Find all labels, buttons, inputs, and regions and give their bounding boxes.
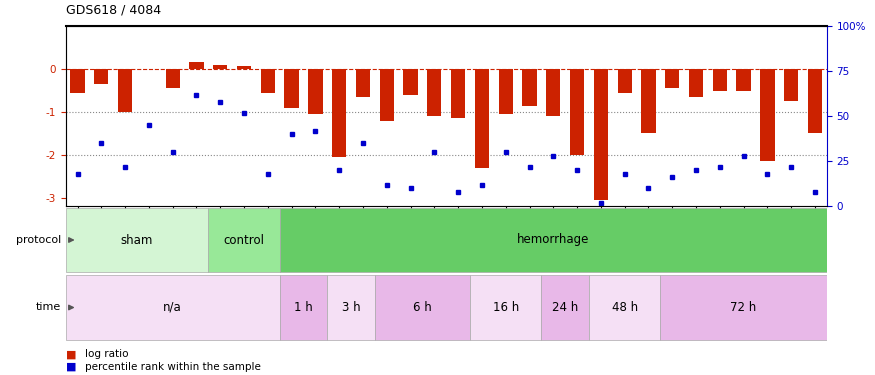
Bar [189, 62, 204, 69]
Bar [760, 69, 774, 161]
Bar [66, 275, 280, 340]
Text: sham: sham [121, 234, 153, 246]
Bar [546, 69, 561, 116]
Text: 72 h: 72 h [731, 301, 757, 314]
Bar [713, 69, 727, 90]
Text: percentile rank within the sample: percentile rank within the sample [85, 362, 261, 372]
Text: 48 h: 48 h [612, 301, 638, 314]
Text: ■: ■ [66, 362, 76, 372]
Bar [594, 69, 608, 200]
Text: log ratio: log ratio [85, 350, 129, 359]
Bar [280, 275, 327, 340]
Text: hemorrhage: hemorrhage [517, 234, 590, 246]
Text: ■: ■ [66, 350, 76, 359]
Bar [332, 69, 346, 157]
Text: 16 h: 16 h [493, 301, 519, 314]
Bar [661, 275, 827, 340]
Text: GDS618 / 4084: GDS618 / 4084 [66, 4, 161, 17]
Bar [470, 275, 542, 340]
Bar [165, 69, 180, 88]
Bar [118, 69, 132, 112]
Text: n/a: n/a [164, 301, 182, 314]
Bar [475, 69, 489, 168]
Bar [737, 69, 751, 90]
Bar [280, 208, 827, 272]
Bar [94, 69, 108, 84]
Bar [784, 69, 798, 101]
Bar [427, 69, 442, 116]
Bar [618, 69, 632, 93]
Bar [70, 69, 85, 93]
Bar [327, 275, 374, 340]
Bar [214, 65, 228, 69]
Bar [808, 69, 822, 134]
Bar [208, 208, 280, 272]
Bar [641, 69, 655, 134]
Bar [308, 69, 323, 114]
Bar [261, 69, 275, 93]
Bar [522, 69, 536, 105]
Text: 3 h: 3 h [342, 301, 360, 314]
Bar [356, 69, 370, 97]
Bar [665, 69, 679, 88]
Text: 24 h: 24 h [552, 301, 578, 314]
Bar [66, 208, 208, 272]
Bar [284, 69, 298, 108]
Bar [589, 275, 661, 340]
Bar [403, 69, 417, 95]
Bar [380, 69, 394, 120]
Bar [499, 69, 513, 114]
Bar [689, 69, 704, 97]
Bar [374, 275, 470, 340]
Text: control: control [223, 234, 264, 246]
Bar [542, 275, 589, 340]
Text: 1 h: 1 h [294, 301, 313, 314]
Text: protocol: protocol [16, 235, 61, 245]
Bar [570, 69, 584, 155]
Text: time: time [36, 303, 61, 312]
Bar [237, 66, 251, 69]
Text: 6 h: 6 h [413, 301, 432, 314]
Bar [451, 69, 466, 118]
